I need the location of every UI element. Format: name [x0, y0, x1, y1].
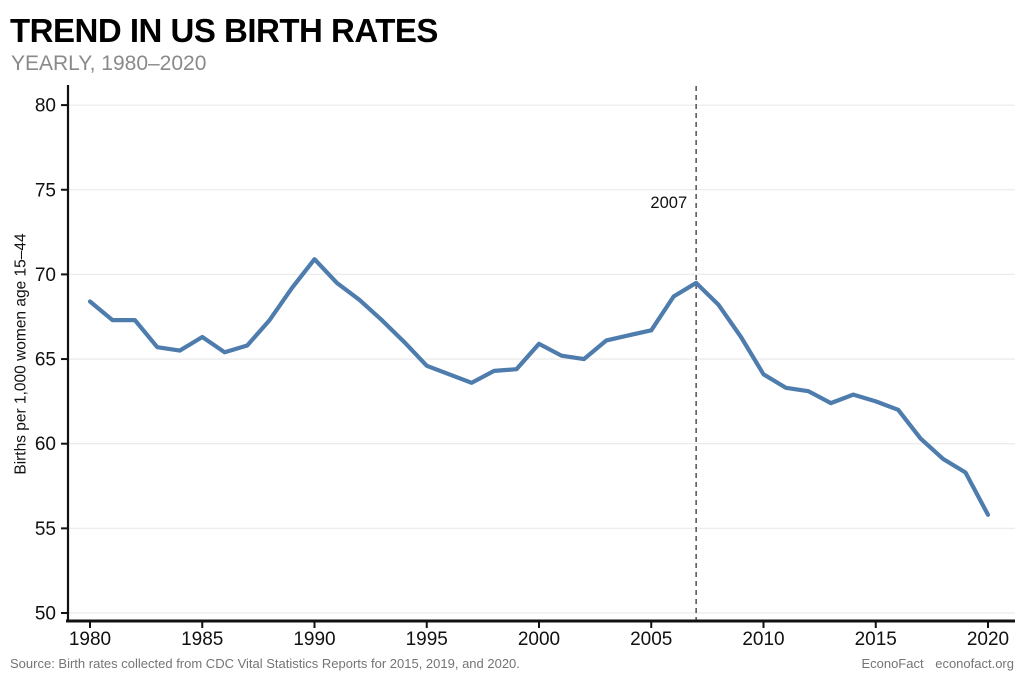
source-note: Source: Birth rates collected from CDC V…	[10, 656, 520, 671]
y-tick-label: 70	[35, 265, 56, 286]
y-tick-label: 65	[35, 350, 56, 371]
y-tick-label: 75	[35, 180, 56, 201]
page-title: TREND IN US BIRTH RATES	[10, 12, 438, 49]
x-tick-label: 1990	[293, 629, 335, 650]
x-tick-label: 1995	[406, 629, 448, 650]
footer: Source: Birth rates collected from CDC V…	[10, 656, 1014, 671]
x-tick-label: 2020	[967, 629, 1009, 650]
x-tick-label: 2005	[630, 629, 672, 650]
x-tick-label: 2010	[742, 629, 784, 650]
brand-name: EconoFact	[861, 656, 924, 671]
y-tick-label: 80	[35, 96, 56, 117]
x-tick-label: 1985	[181, 629, 223, 650]
brand-site: econofact.org	[935, 656, 1014, 671]
brand-group: EconoFact econofact.org	[861, 656, 1014, 671]
y-tick-label: 50	[35, 604, 56, 625]
y-tick-label: 60	[35, 434, 56, 455]
x-tick-label: 2000	[518, 629, 560, 650]
x-tick-label: 2015	[855, 629, 897, 650]
page-subtitle: YEARLY, 1980–2020	[11, 52, 207, 75]
annotation-2007: 2007	[650, 194, 687, 212]
x-tick-label: 1980	[69, 629, 111, 650]
y-tick-label: 55	[35, 519, 56, 540]
birth-rate-trend-line	[87, 257, 991, 517]
